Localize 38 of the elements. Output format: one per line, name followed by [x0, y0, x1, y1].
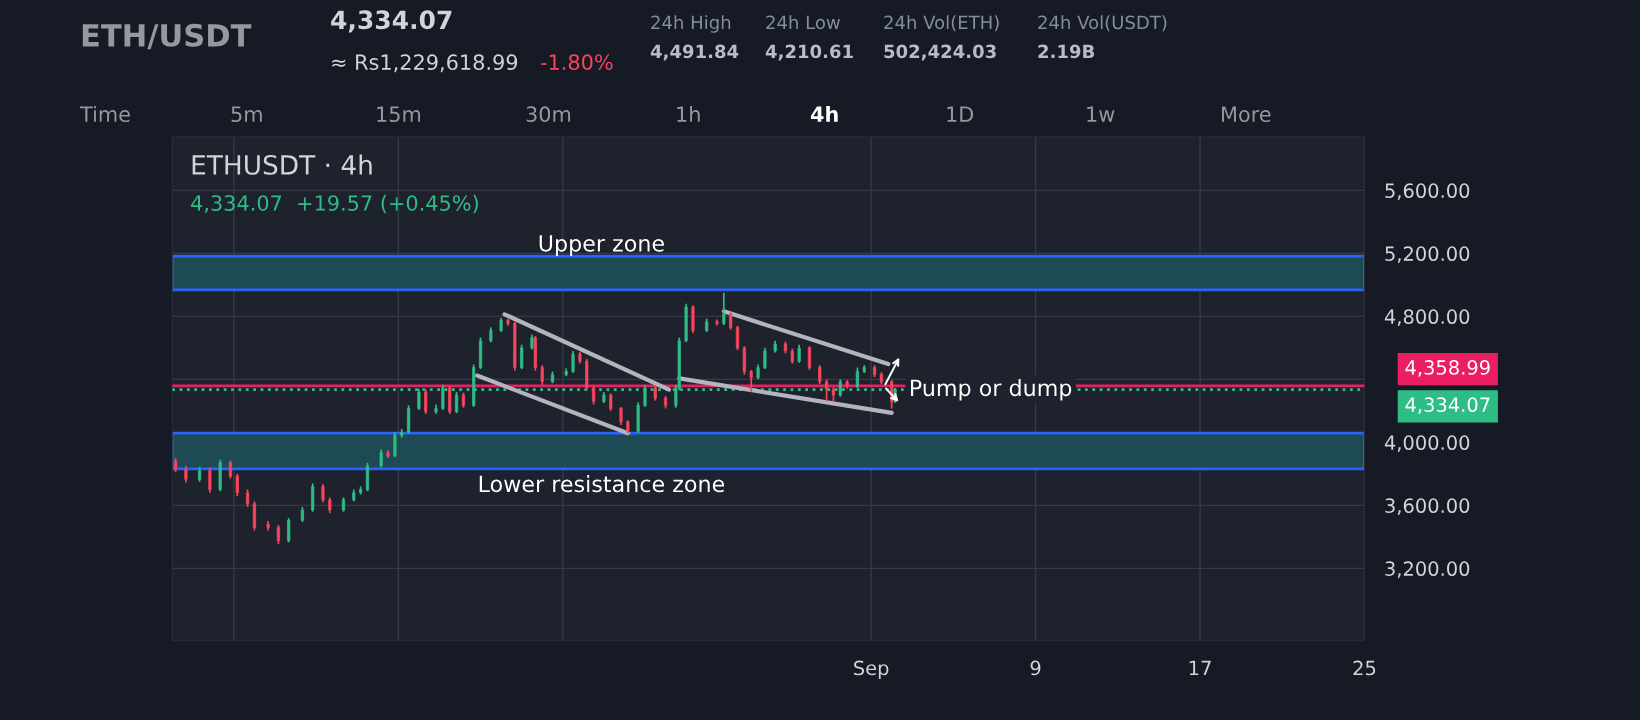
text: 4,334.07 +19.57 (+0.45%)	[191, 194, 478, 214]
text: -1.80%	[541, 54, 613, 71]
x-tick-label: Sep	[854, 660, 889, 680]
band-label: Lower resistance zone	[479, 475, 725, 493]
y-tick-label: 3,200.00	[1385, 561, 1470, 578]
text: 4,210.61	[765, 44, 853, 61]
text: 30m	[526, 106, 571, 123]
text: 24h Low	[766, 15, 840, 30]
text: 24h Vol(ETH)	[884, 15, 999, 32]
x-tick-label: 25	[1353, 660, 1376, 676]
text: ≈ Rs1,229,618.99	[332, 54, 518, 73]
text: 24h Vol(USDT)	[1038, 15, 1167, 32]
x-tick-label: 17	[1189, 660, 1211, 676]
text: 4,491.84	[650, 44, 739, 61]
text: 24h High	[651, 15, 731, 33]
text: 1h	[677, 105, 700, 122]
text: 4,334.07	[331, 10, 452, 33]
text: 1w	[1087, 106, 1115, 122]
text: 4h	[810, 105, 838, 122]
y-tick-label: 4,000.00	[1384, 435, 1470, 452]
ref-line-label: 4,358.99	[1405, 360, 1490, 377]
text: 2.19B	[1038, 44, 1095, 59]
ref-line-label: 4,334.07	[1405, 397, 1490, 415]
text: 5m	[231, 106, 262, 123]
text: 1D	[947, 106, 974, 122]
annotation: Pump or dump	[910, 378, 1072, 401]
text: Time	[79, 105, 130, 123]
text: 15m	[377, 106, 421, 123]
y-tick-label: 5,600.00	[1385, 183, 1470, 200]
band-label: Upper zone	[539, 235, 664, 257]
text: 502,424.03	[884, 44, 996, 61]
text: More	[1222, 106, 1271, 123]
text: ETH/USDT	[82, 23, 252, 50]
x-tick-label: 9	[1030, 660, 1041, 676]
text: ETHUSDT · 4h	[192, 154, 372, 175]
y-tick-label: 3,600.00	[1385, 498, 1470, 515]
y-tick-label: 4,800.00	[1384, 309, 1470, 326]
y-tick-label: 5,200.00	[1385, 246, 1470, 263]
